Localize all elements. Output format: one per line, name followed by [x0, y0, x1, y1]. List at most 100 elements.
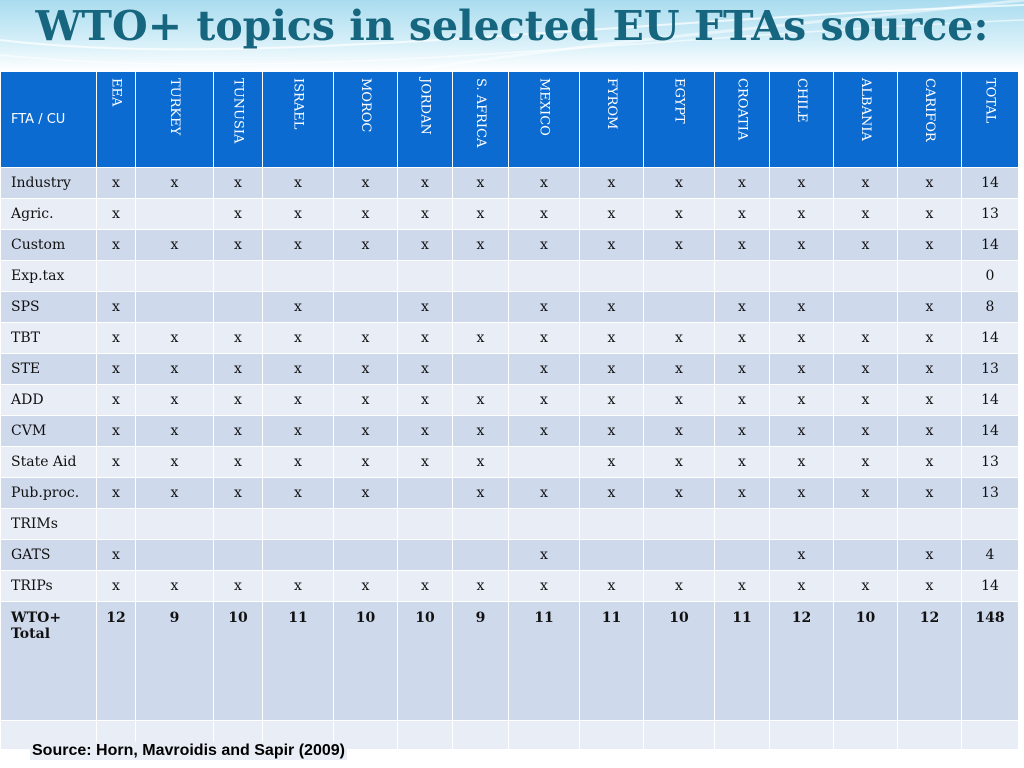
table-row: TRIPs x x x x x x x x x x x x x x 14: [0, 570, 1019, 602]
table-cell: 4: [961, 539, 1019, 571]
table-cell: x: [769, 384, 834, 416]
table-cell: [643, 539, 715, 571]
table-cell: x: [397, 167, 453, 199]
table-row: STE x x x x x x x x x x x x x 13: [0, 353, 1019, 385]
table-cell: x: [643, 229, 715, 261]
table-cell: [714, 508, 770, 540]
table-cell: x: [897, 477, 962, 509]
table-cell: [262, 508, 334, 540]
column-header: EEA: [96, 71, 136, 168]
table-cell: x: [135, 322, 214, 354]
table-cell: x: [643, 353, 715, 385]
table-cell: x: [643, 322, 715, 354]
table-cell: x: [397, 353, 453, 385]
table-cell: x: [508, 477, 580, 509]
table-cell: 11: [508, 601, 580, 721]
table-cell: [397, 508, 453, 540]
table-cell: x: [897, 415, 962, 447]
table-cell: x: [333, 570, 398, 602]
table-cell: x: [213, 446, 263, 478]
column-header-label: TURKEY: [167, 78, 182, 136]
row-label: TBT: [0, 322, 97, 354]
table-cell: x: [643, 198, 715, 230]
table-cell: [96, 260, 136, 292]
table-cell: 12: [769, 601, 834, 721]
source-citation: Source: Horn, Mavroidis and Sapir (2009): [30, 742, 347, 760]
row-label: TRIMs: [0, 508, 97, 540]
table-row: TRIMs: [0, 508, 1019, 540]
table-cell: [714, 539, 770, 571]
table-cell: [897, 508, 962, 540]
row-label: State Aid: [0, 446, 97, 478]
column-header: ISRAEL: [262, 71, 334, 168]
table-cell: x: [397, 229, 453, 261]
table-cell: x: [714, 198, 770, 230]
table-cell: 10: [643, 601, 715, 721]
column-header-label: EGYPT: [671, 78, 687, 124]
table-cell: x: [643, 446, 715, 478]
column-header-label: MEXICO: [536, 78, 552, 136]
table-cell: x: [213, 167, 263, 199]
table-cell: x: [897, 291, 962, 323]
table-cell: x: [135, 384, 214, 416]
table-cell: [135, 260, 214, 292]
table-cell: [135, 508, 214, 540]
table-cell: x: [508, 229, 580, 261]
table-cell: 9: [452, 601, 509, 721]
table-cell: x: [833, 167, 898, 199]
table-cell: x: [213, 353, 263, 385]
table-cell: 14: [961, 570, 1019, 602]
table-cell: x: [397, 570, 453, 602]
wto-topics-table: FTA / CU EEA TURKEY TUNUSIA ISRAEL MOROC JORD…: [0, 71, 1019, 750]
table-cell: x: [579, 353, 644, 385]
table-cell: x: [897, 229, 962, 261]
table-cell: x: [769, 446, 834, 478]
table-cell: x: [833, 477, 898, 509]
table-row: Custom x x x x x x x x x x x x x x 14: [0, 229, 1019, 261]
table-cell: 13: [961, 446, 1019, 478]
table-cell: [643, 508, 715, 540]
table-row: GATS x x x x 4: [0, 539, 1019, 571]
row-label: STE: [0, 353, 97, 385]
table-cell: x: [96, 353, 136, 385]
table-cell: x: [579, 291, 644, 323]
table-cell: x: [135, 570, 214, 602]
table-cell: 9: [135, 601, 214, 721]
table-cell: x: [135, 415, 214, 447]
banner-swoosh-decoration: [0, 0, 1024, 72]
table-cell: x: [333, 229, 398, 261]
row-label: Exp.tax: [0, 260, 97, 292]
table-cell: 13: [961, 477, 1019, 509]
table-cell: x: [769, 570, 834, 602]
table-cell: [452, 508, 509, 540]
table-cell: x: [897, 322, 962, 354]
table-cell-empty: [833, 720, 898, 750]
table-cell: [833, 291, 898, 323]
table-row: SPS x x x x x x x x 8: [0, 291, 1019, 323]
table-cell: x: [262, 322, 334, 354]
table-row: Agric. x x x x x x x x x x x x x 13: [0, 198, 1019, 230]
table-cell: [833, 539, 898, 571]
table-cell: x: [897, 353, 962, 385]
table-cell: x: [397, 322, 453, 354]
table-cell: x: [96, 291, 136, 323]
table-cell: [213, 539, 263, 571]
table-cell: x: [452, 167, 509, 199]
table-cell: x: [452, 384, 509, 416]
table-row: Exp.tax 0: [0, 260, 1019, 292]
table-cell: x: [213, 229, 263, 261]
table-cell: x: [643, 415, 715, 447]
table-cell: x: [96, 198, 136, 230]
table-cell: x: [833, 353, 898, 385]
table-cell: x: [579, 384, 644, 416]
table-cell: x: [452, 477, 509, 509]
table-cell: x: [643, 167, 715, 199]
table-cell: x: [262, 384, 334, 416]
table-cell: x: [333, 415, 398, 447]
table-cell: x: [333, 353, 398, 385]
table-cell: 14: [961, 229, 1019, 261]
table-cell: [833, 508, 898, 540]
table-cell: x: [262, 353, 334, 385]
table-cell: x: [833, 570, 898, 602]
table-cell: 10: [833, 601, 898, 721]
